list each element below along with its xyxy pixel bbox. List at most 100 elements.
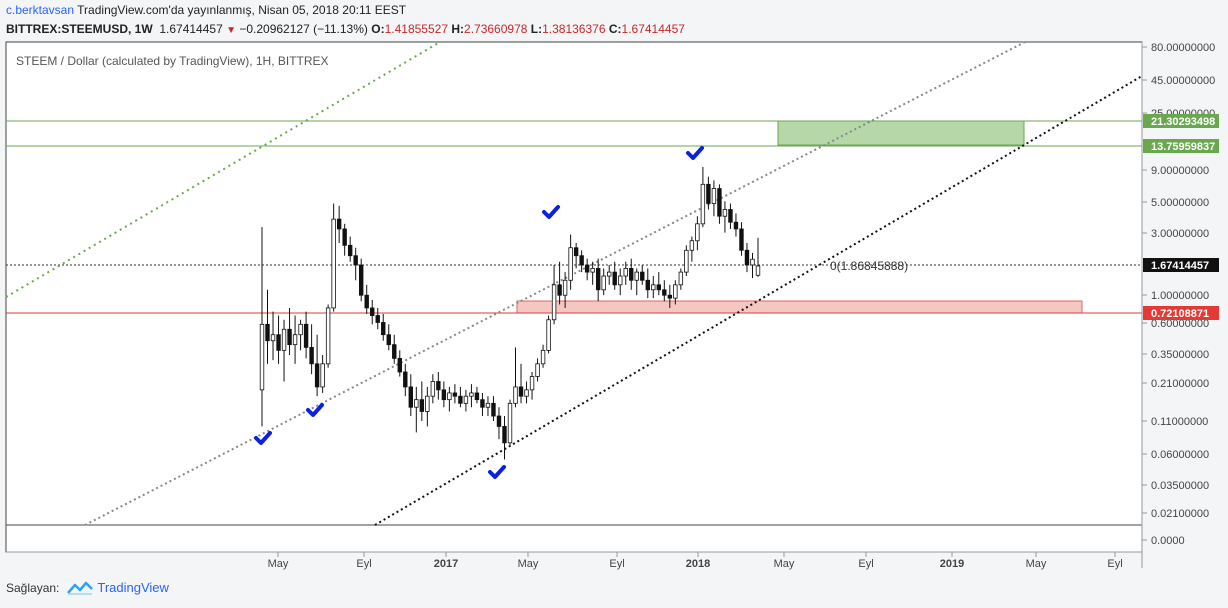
candle[interactable] [320,355,325,393]
candle[interactable] [452,384,458,404]
candle[interactable] [342,223,347,256]
candle[interactable] [728,203,733,229]
candle[interactable] [474,386,480,404]
candle[interactable] [458,386,463,408]
candle[interactable] [485,396,491,417]
candle[interactable] [364,284,369,314]
candle[interactable] [507,399,513,447]
candle[interactable] [573,242,579,269]
candle[interactable] [551,264,557,325]
candle[interactable] [755,237,761,277]
candle[interactable] [331,203,336,312]
candle[interactable] [651,276,656,299]
candle[interactable] [557,261,562,305]
candle[interactable] [303,311,309,359]
candle[interactable] [276,315,281,364]
candle[interactable] [358,258,364,302]
candle[interactable] [309,324,314,375]
candle[interactable] [634,268,639,296]
trendline-gray-middle[interactable] [84,41,1026,526]
candle[interactable] [336,205,342,243]
candle[interactable] [667,284,673,308]
candle[interactable] [403,363,408,397]
candle[interactable] [463,389,469,412]
candle[interactable] [430,374,436,404]
author-link[interactable]: c.berktavsan [6,3,75,17]
candle[interactable] [700,166,706,228]
candle[interactable] [656,272,661,296]
candle[interactable] [353,247,358,281]
candle[interactable] [706,176,711,210]
candle[interactable] [678,268,684,290]
candle[interactable] [436,371,441,400]
candle[interactable] [447,386,452,412]
candle-series[interactable] [259,166,761,460]
candle[interactable] [640,264,645,285]
candle[interactable] [739,222,744,256]
candle[interactable] [524,381,529,404]
candle[interactable] [595,258,601,302]
candle[interactable] [496,407,502,440]
candle[interactable] [397,350,402,377]
candle[interactable] [645,268,650,299]
time-axis[interactable]: May Eyl 2017 May Eyl 2018 May Eyl 2019 May Eyl [268,552,1123,570]
candle[interactable] [408,374,413,417]
support-zone-red[interactable] [516,300,1083,314]
candle[interactable] [480,392,485,417]
candle[interactable] [601,268,606,296]
candle[interactable] [689,236,695,262]
target-zone-green[interactable] [777,120,1025,146]
candle[interactable] [518,363,524,404]
candle[interactable] [392,334,397,364]
candle[interactable] [562,272,568,308]
candle[interactable] [750,252,755,279]
candle[interactable] [292,315,298,364]
candle[interactable] [684,245,689,277]
candle[interactable] [711,180,717,217]
tradingview-link[interactable]: TradingView [67,580,169,595]
candle[interactable] [695,216,700,251]
candle[interactable] [325,304,331,368]
candle[interactable] [546,315,551,354]
candle[interactable] [281,319,287,382]
candle[interactable] [386,324,391,351]
candle[interactable] [717,184,722,224]
candle[interactable] [629,258,634,290]
candle[interactable] [441,381,447,408]
candle[interactable] [270,311,276,361]
candle[interactable] [733,213,739,237]
candle[interactable] [502,416,507,460]
candle[interactable] [469,384,474,408]
candle[interactable] [612,261,617,290]
candle[interactable] [568,234,573,290]
price-axis[interactable]: 80.0000000045.0000000025.000000009.00000… [1142,42,1215,547]
candle[interactable] [722,201,728,233]
candle[interactable] [375,307,380,330]
candle[interactable] [590,261,595,285]
candle[interactable] [579,250,584,273]
candle[interactable] [419,381,425,421]
candle[interactable] [491,396,496,421]
candle[interactable] [298,319,303,351]
candle[interactable] [259,227,265,427]
candle[interactable] [513,347,518,408]
candle[interactable] [744,242,750,273]
candle[interactable] [584,258,590,281]
candle[interactable] [347,236,353,262]
candle[interactable] [381,313,386,341]
chart-pane[interactable] [5,41,1143,553]
candle[interactable] [265,289,270,364]
candle[interactable] [540,344,546,368]
candle[interactable] [314,334,320,397]
candle[interactable] [673,280,678,305]
candle[interactable] [425,386,430,427]
candle[interactable] [662,280,667,302]
trendline-black-lower[interactable] [374,75,1143,526]
candle[interactable] [607,264,612,285]
candle[interactable] [370,299,375,325]
candle[interactable] [618,268,623,296]
candle[interactable] [287,307,292,356]
candle[interactable] [529,371,535,400]
candle[interactable] [535,358,540,382]
